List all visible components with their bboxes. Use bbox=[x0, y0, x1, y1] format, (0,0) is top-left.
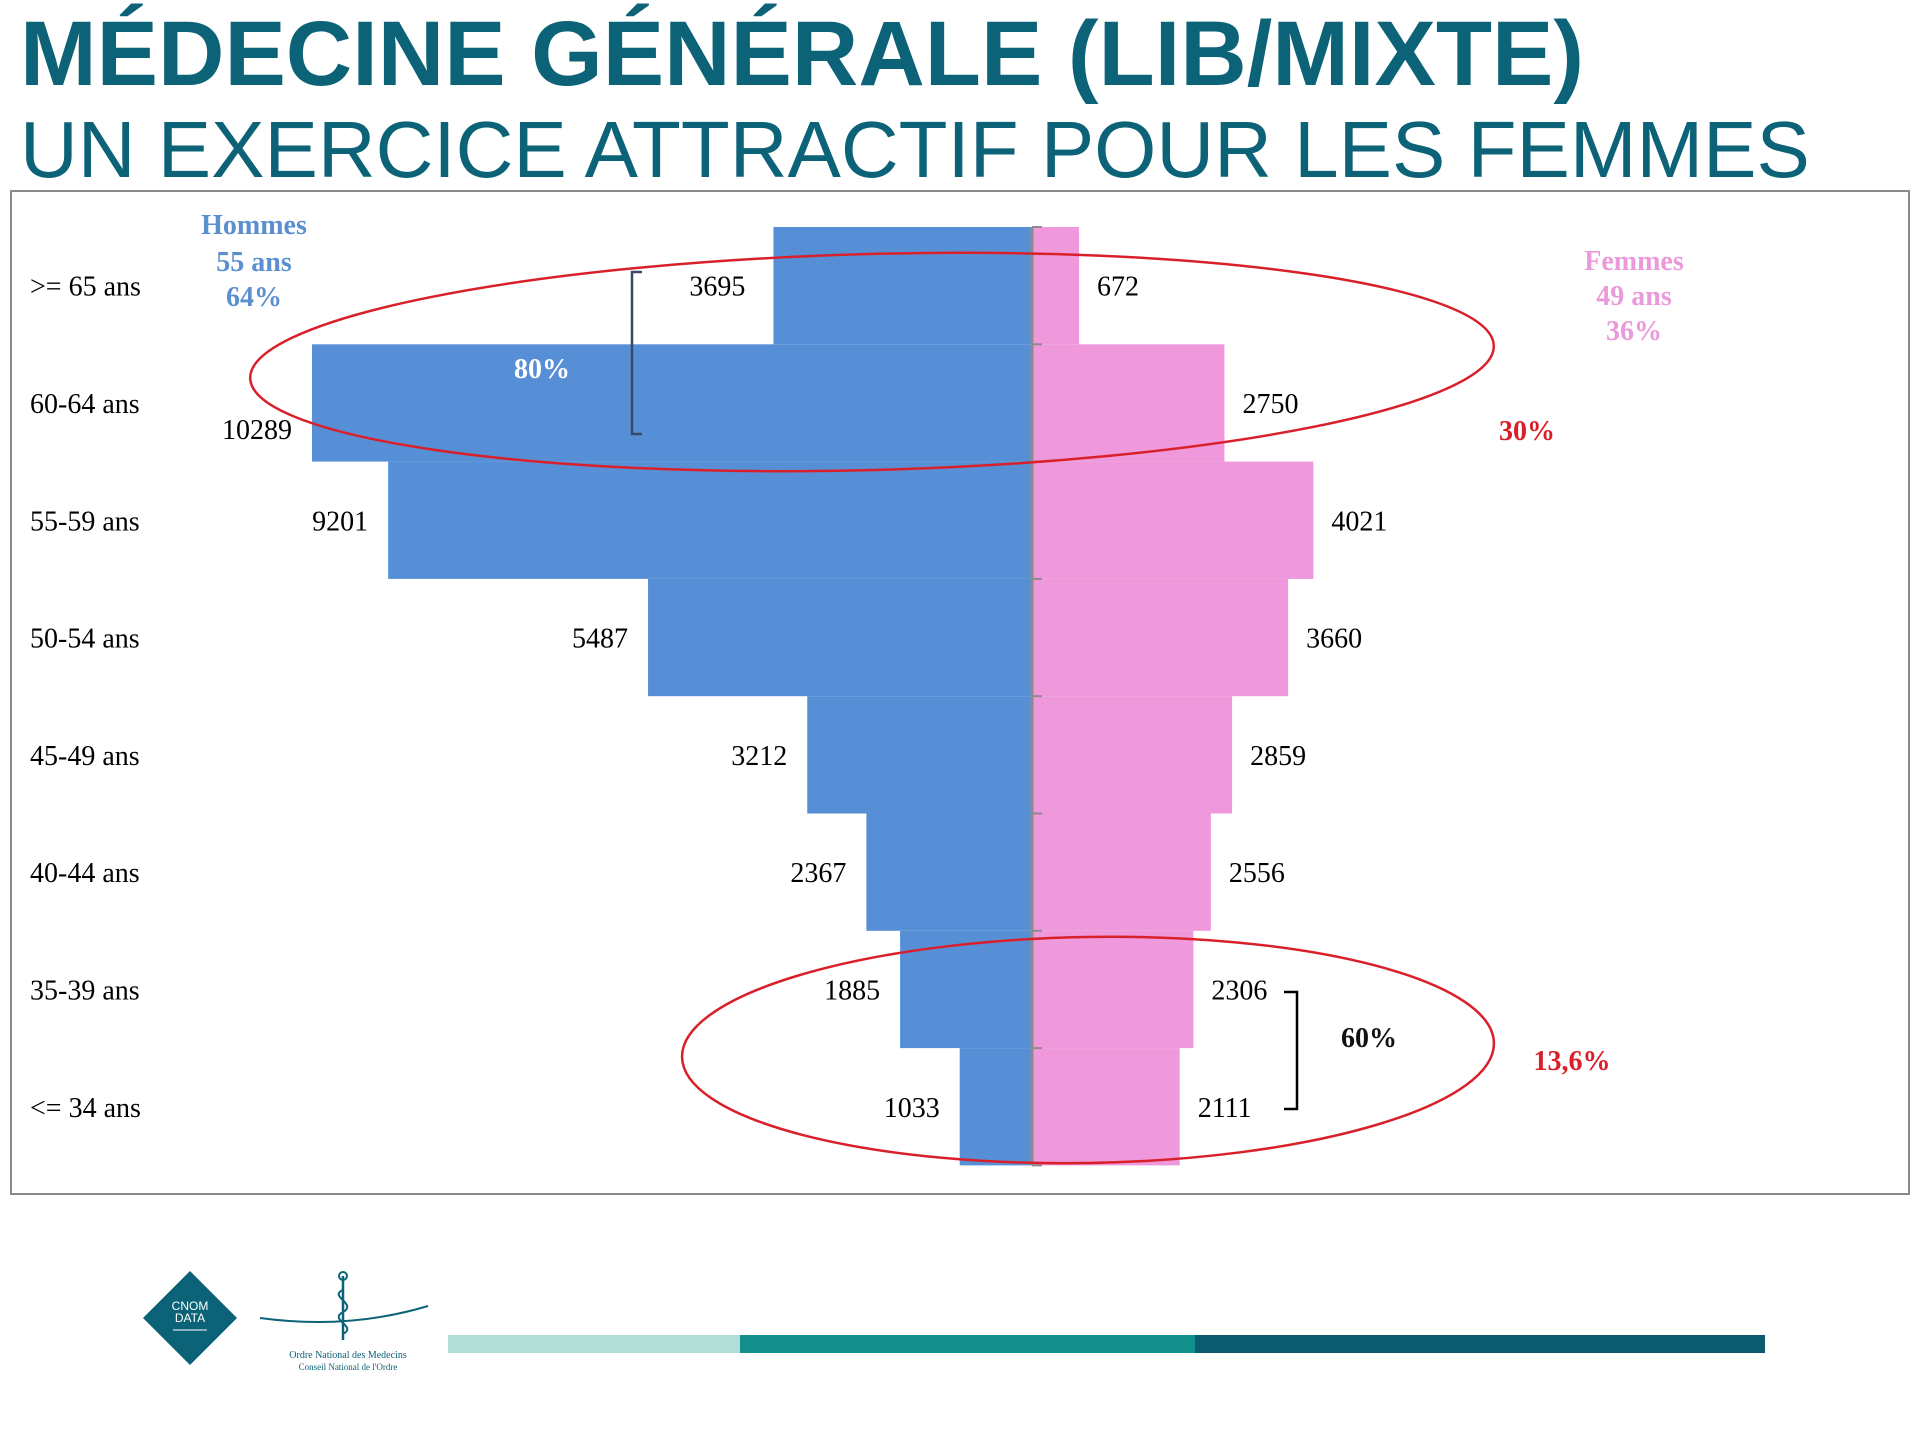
category-label: <= 34 ans bbox=[30, 1093, 141, 1124]
highlight-ellipse-bottom bbox=[680, 935, 1496, 1165]
value-label-femmes: 2556 bbox=[1229, 858, 1285, 889]
value-label-femmes: 2111 bbox=[1198, 1093, 1252, 1124]
category-label: 40-44 ans bbox=[30, 858, 140, 889]
footer-bar-dark bbox=[1195, 1335, 1765, 1353]
legend-femmes-label: Femmes bbox=[1584, 246, 1684, 277]
value-label-hommes: 3212 bbox=[731, 741, 787, 772]
value-label-femmes: 672 bbox=[1097, 272, 1139, 303]
ordre-medecins-caduceus-icon bbox=[259, 1271, 429, 1340]
bar-femmes bbox=[1032, 344, 1225, 462]
legend-femmes-age: 49 ans bbox=[1596, 281, 1672, 312]
bar-hommes bbox=[773, 227, 1032, 345]
bar-hommes bbox=[312, 344, 1032, 462]
annotation-top-share: 30% bbox=[1499, 416, 1555, 447]
value-label-femmes: 2859 bbox=[1250, 741, 1306, 772]
bar-femmes bbox=[1032, 227, 1080, 345]
bracket-hommes-top bbox=[630, 270, 642, 436]
bar-femmes bbox=[1032, 696, 1233, 814]
ordre-logo-line2: Conseil National de l'Ordre bbox=[298, 1362, 398, 1372]
value-label-hommes: 5487 bbox=[572, 624, 628, 655]
ordre-logo-line1: Ordre National des Medecins bbox=[289, 1350, 407, 1361]
bar-hommes bbox=[900, 930, 1032, 1049]
legend-femmes-share: 36% bbox=[1606, 316, 1662, 347]
chart-frame: >= 65 ans 60-64 ans 55-59 ans 50-54 ans 45-4… bbox=[10, 190, 1910, 1195]
annotation-bottom-share: 13,6% bbox=[1534, 1046, 1611, 1077]
cnom-data-logo bbox=[143, 1271, 237, 1365]
bar-hommes bbox=[648, 578, 1032, 697]
value-label-femmes: 3660 bbox=[1306, 624, 1362, 655]
bracket-femmes-bottom bbox=[1284, 990, 1299, 1111]
category-label: 55-59 ans bbox=[30, 506, 140, 537]
bar-femmes bbox=[1032, 930, 1194, 1049]
value-label-femmes: 2750 bbox=[1242, 389, 1298, 420]
population-pyramid-chart: >= 65 ans 60-64 ans 55-59 ans 50-54 ans 45-4… bbox=[30, 210, 1684, 1167]
value-label-hommes: 1885 bbox=[824, 975, 880, 1006]
category-label: 60-64 ans bbox=[30, 389, 140, 420]
category-label: 45-49 ans bbox=[30, 741, 140, 772]
bar-hommes bbox=[959, 1048, 1032, 1166]
footer-bar-light bbox=[448, 1335, 740, 1353]
legend-hommes-age: 55 ans bbox=[216, 247, 292, 278]
bar-femmes bbox=[1032, 813, 1211, 931]
value-label-hommes: 10289 bbox=[222, 415, 292, 446]
cnom-diamond-shape bbox=[143, 1271, 237, 1365]
bar-hommes bbox=[866, 813, 1032, 931]
value-label-femmes: 4021 bbox=[1331, 506, 1387, 537]
category-label: 50-54 ans bbox=[30, 624, 140, 655]
bar-femmes bbox=[1032, 1048, 1180, 1166]
bar-hommes bbox=[807, 696, 1032, 814]
annotation-hommes-80: 80% bbox=[514, 354, 570, 385]
page-subtitle: UN EXERCICE ATTRACTIF POUR LES FEMMES bbox=[20, 105, 1810, 194]
bar-hommes bbox=[388, 461, 1032, 579]
highlight-ellipse-top bbox=[248, 251, 1496, 473]
value-label-hommes: 3695 bbox=[689, 272, 745, 303]
legend-hommes-share: 64% bbox=[226, 282, 282, 313]
category-label: >= 65 ans bbox=[30, 272, 141, 303]
value-label-hommes: 9201 bbox=[312, 506, 368, 537]
cnom-logo-line2: DATA bbox=[174, 1311, 206, 1325]
footer-bar-mid bbox=[740, 1335, 1195, 1353]
bar-femmes bbox=[1032, 461, 1314, 579]
legend-hommes-label: Hommes bbox=[201, 210, 307, 241]
value-label-femmes: 2306 bbox=[1211, 975, 1267, 1006]
cnom-logo-text: CNOM DATA bbox=[165, 1300, 215, 1324]
page-title: MÉDECINE GÉNÉRALE (LIB/MIXTE) bbox=[20, 3, 1585, 105]
annotation-femmes-60: 60% bbox=[1341, 1023, 1397, 1054]
cnom-logo-line1: CNOM bbox=[171, 1299, 209, 1313]
category-label: 35-39 ans bbox=[30, 975, 140, 1006]
bar-femmes bbox=[1032, 578, 1289, 697]
value-label-hommes: 2367 bbox=[790, 858, 846, 889]
value-label-hommes: 1033 bbox=[884, 1093, 940, 1124]
